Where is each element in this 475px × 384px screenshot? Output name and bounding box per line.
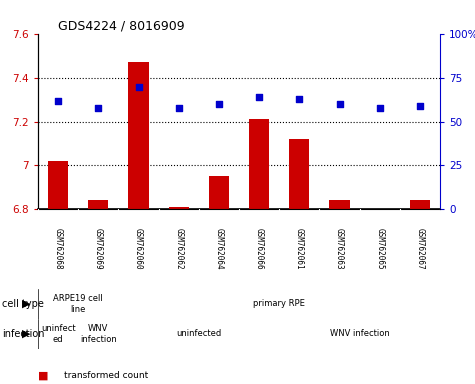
Text: WNV infection: WNV infection [330, 329, 390, 339]
Point [376, 104, 383, 111]
Text: GSM762069: GSM762069 [94, 228, 103, 270]
Point [215, 101, 223, 107]
Point [255, 94, 263, 100]
Text: ▶: ▶ [22, 329, 30, 339]
Text: primary RPE: primary RPE [253, 300, 305, 308]
Text: transformed count: transformed count [64, 371, 148, 381]
Point [95, 104, 102, 111]
Bar [289, 139, 309, 209]
Text: GSM762060: GSM762060 [134, 228, 143, 270]
Text: GSM762064: GSM762064 [214, 228, 223, 270]
Point [54, 98, 62, 104]
Text: cell type: cell type [2, 299, 44, 309]
Point [336, 101, 343, 107]
Text: GSM762062: GSM762062 [174, 228, 183, 270]
Text: uninfect
ed: uninfect ed [41, 324, 76, 344]
Text: GSM762063: GSM762063 [335, 228, 344, 270]
Text: GSM762068: GSM762068 [54, 228, 63, 270]
Point [416, 103, 424, 109]
Text: GSM762061: GSM762061 [295, 228, 304, 270]
Bar [48, 161, 68, 209]
Point [295, 96, 303, 102]
Text: GSM762066: GSM762066 [255, 228, 264, 270]
Bar [249, 119, 269, 209]
Text: infection: infection [2, 329, 45, 339]
Bar [209, 176, 229, 209]
Bar [169, 207, 189, 209]
Point [175, 104, 182, 111]
Text: GSM762067: GSM762067 [416, 228, 424, 270]
Bar [88, 200, 108, 209]
Bar [410, 200, 430, 209]
Bar [330, 200, 350, 209]
Point [135, 83, 142, 89]
Text: ▶: ▶ [22, 299, 30, 309]
Bar [128, 63, 149, 209]
Text: GDS4224 / 8016909: GDS4224 / 8016909 [58, 20, 185, 33]
Text: WNV
infection: WNV infection [80, 324, 117, 344]
Text: uninfected: uninfected [176, 329, 221, 339]
Text: GSM762065: GSM762065 [375, 228, 384, 270]
Text: ARPE19 cell
line: ARPE19 cell line [53, 294, 103, 314]
Text: ■: ■ [38, 371, 48, 381]
